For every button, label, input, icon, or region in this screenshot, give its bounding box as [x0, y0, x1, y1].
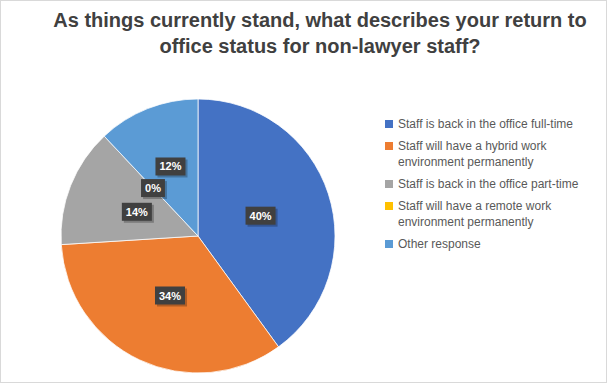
legend: Staff is back in the office full-time Sta…: [385, 117, 579, 251]
data-label-box: [141, 179, 165, 197]
data-label-box: [155, 287, 185, 305]
legend-label: Staff will have a hybrid workenvironment…: [398, 139, 548, 169]
legend-swatch: [385, 180, 393, 188]
data-label: 14%: [126, 206, 148, 218]
data-label: 34%: [159, 290, 181, 302]
legend-swatch: [385, 202, 393, 210]
legend-swatch: [385, 142, 393, 150]
data-label-box: [155, 157, 185, 175]
data-label-box: [122, 203, 152, 221]
data-labels: 40% 34% 14% 0% 12%: [122, 157, 278, 306]
legend-label: Other response: [398, 237, 481, 251]
legend-swatch: [385, 120, 393, 128]
data-label: 0%: [145, 182, 161, 194]
legend-label: Staff is back in the office part-time: [398, 177, 579, 191]
legend-label: Staff is back in the office full-time: [398, 117, 573, 131]
legend-label: Staff will have a remote workenvironment…: [398, 199, 552, 229]
data-label: 12%: [159, 160, 181, 172]
chart-title: As things currently stand, what describe…: [53, 9, 586, 57]
data-label-box: [246, 207, 276, 225]
pie-slice: [61, 236, 278, 373]
chart-frame: [1, 1, 607, 383]
chart: As things currently stand, what describe…: [0, 0, 607, 383]
pie: [61, 99, 335, 373]
pie-slice: [104, 99, 198, 236]
legend-swatch: [385, 240, 393, 248]
data-label: 40%: [250, 210, 272, 222]
